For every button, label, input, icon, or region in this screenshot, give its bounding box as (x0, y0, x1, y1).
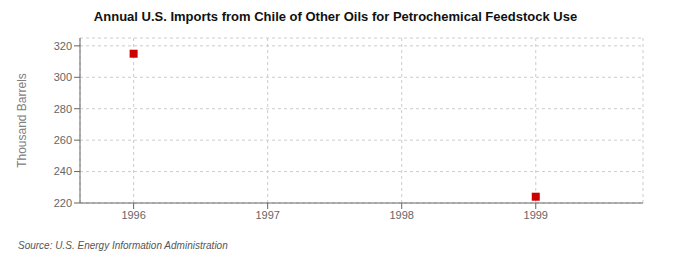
svg-text:280: 280 (54, 103, 72, 115)
svg-text:1997: 1997 (255, 209, 279, 221)
svg-text:1998: 1998 (389, 209, 413, 221)
svg-text:1999: 1999 (524, 209, 548, 221)
svg-text:300: 300 (54, 71, 72, 83)
svg-text:220: 220 (54, 197, 72, 209)
svg-text:320: 320 (54, 40, 72, 52)
svg-text:Thousand Barrels: Thousand Barrels (15, 73, 29, 168)
svg-text:240: 240 (54, 165, 72, 177)
svg-text:260: 260 (54, 134, 72, 146)
svg-text:1996: 1996 (121, 209, 145, 221)
html-text:Annual U.S. Imports from Chile: Annual U.S. Imports from Chile of Other … (93, 9, 578, 24)
html-text:Source: U.S. Energy Informatio: Source: U.S. Energy Information Administ… (18, 240, 228, 251)
